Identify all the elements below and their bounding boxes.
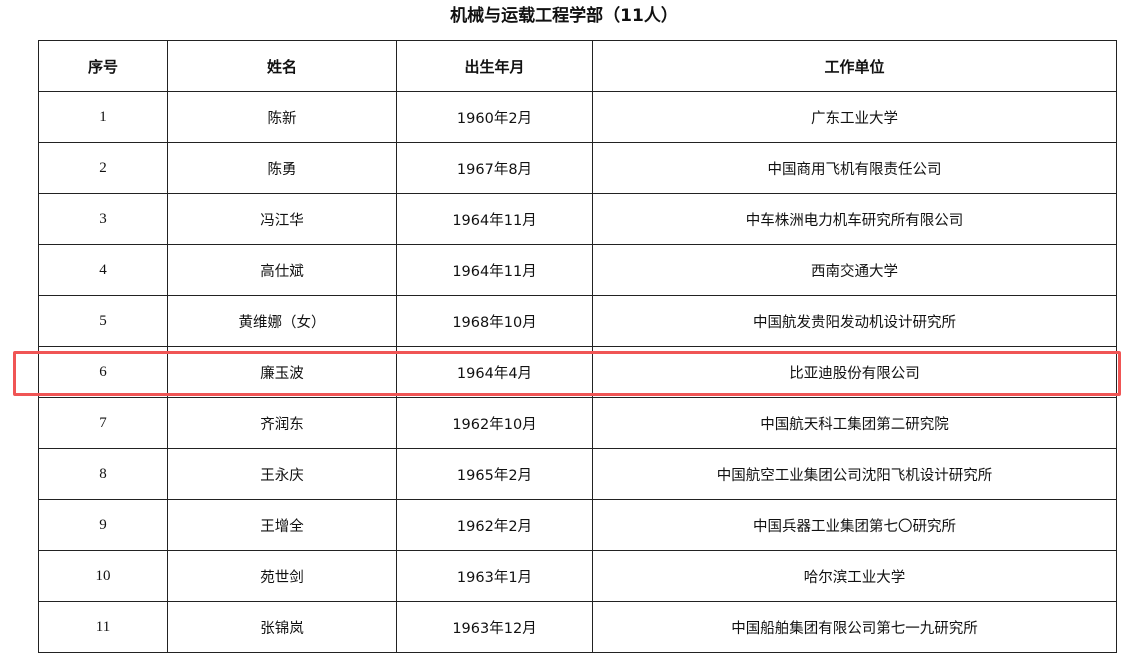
cell-index: 2 xyxy=(38,142,168,194)
cell-birth: 1964年4月 xyxy=(396,346,593,398)
cell-employer: 中国航发贵阳发动机设计研究所 xyxy=(592,295,1117,347)
header-name: 姓名 xyxy=(167,40,397,92)
cell-employer: 中车株洲电力机车研究所有限公司 xyxy=(592,193,1117,245)
cell-index: 9 xyxy=(38,499,168,551)
table-row: 6 廉玉波 1964年4月 比亚迪股份有限公司 xyxy=(38,346,1117,398)
cell-name: 高仕斌 xyxy=(167,244,397,296)
cell-name: 廉玉波 xyxy=(167,346,397,398)
table-row: 4 高仕斌 1964年11月 西南交通大学 xyxy=(38,244,1117,296)
table-row: 10 苑世剑 1963年1月 哈尔滨工业大学 xyxy=(38,550,1117,602)
cell-name: 陈勇 xyxy=(167,142,397,194)
cell-index: 10 xyxy=(38,550,168,602)
cell-employer: 广东工业大学 xyxy=(592,91,1117,143)
cell-name: 黄维娜（女） xyxy=(167,295,397,347)
table-row: 9 王增全 1962年2月 中国兵器工业集团第七〇研究所 xyxy=(38,499,1117,551)
cell-name: 张锦岚 xyxy=(167,601,397,653)
header-employer: 工作单位 xyxy=(592,40,1117,92)
cell-employer: 哈尔滨工业大学 xyxy=(592,550,1117,602)
table-row: 1 陈新 1960年2月 广东工业大学 xyxy=(38,91,1117,143)
members-table: 序号 姓名 出生年月 工作单位 1 陈新 1960年2月 广东工业大学 2 陈勇 1967年… xyxy=(38,40,1117,653)
header-birth: 出生年月 xyxy=(396,40,593,92)
page-title: 机械与运载工程学部（11人） xyxy=(450,6,678,26)
table-row: 3 冯江华 1964年11月 中车株洲电力机车研究所有限公司 xyxy=(38,193,1117,245)
cell-name: 苑世剑 xyxy=(167,550,397,602)
table-row: 11 张锦岚 1963年12月 中国船舶集团有限公司第七一九研究所 xyxy=(38,601,1117,653)
cell-birth: 1963年12月 xyxy=(396,601,593,653)
cell-index: 5 xyxy=(38,295,168,347)
cell-name: 王永庆 xyxy=(167,448,397,500)
cell-employer: 中国商用飞机有限责任公司 xyxy=(592,142,1117,194)
table-row: 5 黄维娜（女） 1968年10月 中国航发贵阳发动机设计研究所 xyxy=(38,295,1117,347)
cell-name: 齐润东 xyxy=(167,397,397,449)
cell-birth: 1962年10月 xyxy=(396,397,593,449)
cell-index: 4 xyxy=(38,244,168,296)
cell-birth: 1964年11月 xyxy=(396,193,593,245)
cell-employer: 比亚迪股份有限公司 xyxy=(592,346,1117,398)
cell-employer: 中国航天科工集团第二研究院 xyxy=(592,397,1117,449)
cell-index: 8 xyxy=(38,448,168,500)
cell-birth: 1965年2月 xyxy=(396,448,593,500)
cell-employer: 中国航空工业集团公司沈阳飞机设计研究所 xyxy=(592,448,1117,500)
cell-index: 1 xyxy=(38,91,168,143)
cell-employer: 西南交通大学 xyxy=(592,244,1117,296)
cell-index: 11 xyxy=(38,601,168,653)
table-header-row: 序号 姓名 出生年月 工作单位 xyxy=(38,40,1117,92)
cell-name: 陈新 xyxy=(167,91,397,143)
table-row: 7 齐润东 1962年10月 中国航天科工集团第二研究院 xyxy=(38,397,1117,449)
table-row: 8 王永庆 1965年2月 中国航空工业集团公司沈阳飞机设计研究所 xyxy=(38,448,1117,500)
cell-birth: 1960年2月 xyxy=(396,91,593,143)
header-index: 序号 xyxy=(38,40,168,92)
cell-index: 3 xyxy=(38,193,168,245)
cell-employer: 中国船舶集团有限公司第七一九研究所 xyxy=(592,601,1117,653)
cell-birth: 1968年10月 xyxy=(396,295,593,347)
cell-employer: 中国兵器工业集团第七〇研究所 xyxy=(592,499,1117,551)
cell-birth: 1964年11月 xyxy=(396,244,593,296)
cell-birth: 1967年8月 xyxy=(396,142,593,194)
table-row: 2 陈勇 1967年8月 中国商用飞机有限责任公司 xyxy=(38,142,1117,194)
cell-index: 6 xyxy=(38,346,168,398)
cell-birth: 1962年2月 xyxy=(396,499,593,551)
cell-index: 7 xyxy=(38,397,168,449)
cell-birth: 1963年1月 xyxy=(396,550,593,602)
cell-name: 冯江华 xyxy=(167,193,397,245)
cell-name: 王增全 xyxy=(167,499,397,551)
